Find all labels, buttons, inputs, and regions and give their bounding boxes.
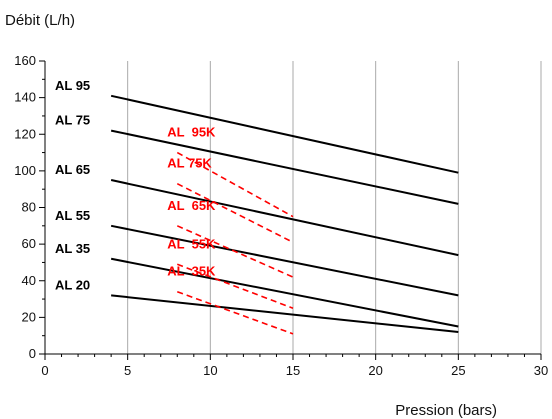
x-tick-label-30: 30 — [534, 363, 548, 378]
series-line-al-65k — [176, 225, 294, 278]
x-tick-label-20: 20 — [368, 363, 382, 378]
series-lines — [110, 94, 459, 335]
x-tick-label-5: 5 — [124, 363, 131, 378]
series-label-al-35: AL 35 — [55, 241, 90, 256]
series-label-al-75: AL 75 — [55, 113, 90, 128]
x-axis-title: Pression (bars) — [395, 402, 497, 419]
series-line-al-55 — [110, 224, 459, 297]
series-line-al-95k — [176, 151, 294, 218]
series-label-al-55: AL 55 — [55, 208, 90, 223]
series-label-al-20: AL 20 — [55, 277, 90, 292]
y-tick-label-20: 20 — [22, 309, 36, 324]
x-tick-label-10: 10 — [203, 363, 217, 378]
y-tick-label-80: 80 — [22, 200, 36, 215]
series-label-al-95k: AL 95K — [167, 125, 216, 140]
series-line-al-75k — [176, 182, 294, 244]
series-line-al-95 — [110, 94, 459, 174]
x-tick-label-0: 0 — [41, 363, 48, 378]
y-tick-label-40: 40 — [22, 273, 36, 288]
y-tick-label-120: 120 — [14, 126, 36, 141]
y-tick-label-160: 160 — [14, 53, 36, 68]
series-line-al-75 — [110, 129, 459, 205]
y-tick-label-60: 60 — [22, 236, 36, 251]
series-label-al-35k: AL 35K — [167, 264, 216, 279]
y-axis-title: Débit (L/h) — [5, 12, 75, 29]
series-line-al-65 — [110, 179, 459, 257]
series-label-al-65k: AL 65K — [167, 198, 216, 213]
x-tick-label-15: 15 — [286, 363, 300, 378]
y-tick-label-0: 0 — [29, 346, 36, 361]
ticks: 0 5 10 15 20 25 30 0 20 40 60 80 100 120 140 160 — [14, 53, 548, 378]
series-line-al-55k — [176, 263, 294, 309]
series-label-al-65: AL 65 — [55, 162, 90, 177]
grid — [127, 61, 542, 354]
x-tick-label-25: 25 — [451, 363, 465, 378]
series-label-al-75k: AL 75K — [167, 156, 212, 171]
series-label-al-95: AL 95 — [55, 78, 90, 93]
y-tick-label-100: 100 — [14, 163, 36, 178]
y-tick-label-140: 140 — [14, 90, 36, 105]
series-labels: AL 95 AL 75 AL 65 AL 55 AL 35 AL 20 AL 95K AL 7… — [55, 78, 216, 293]
series-label-al-55k: AL 55K — [167, 236, 216, 251]
series-line-al-20 — [111, 294, 459, 334]
series-line-al-35k — [176, 290, 294, 335]
series-line-al-35 — [110, 257, 459, 328]
